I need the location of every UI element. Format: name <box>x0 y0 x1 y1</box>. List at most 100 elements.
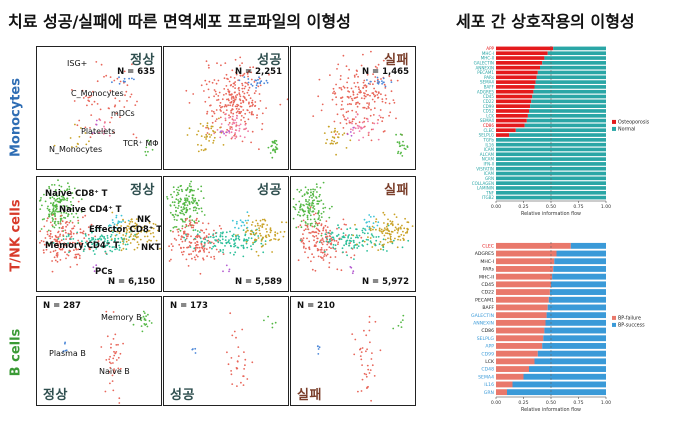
umap-point <box>242 244 245 247</box>
category-tick-label: VISFATIN <box>476 166 494 171</box>
umap-point <box>187 224 190 227</box>
umap-point <box>318 346 321 349</box>
umap-point <box>340 108 343 111</box>
umap-point <box>120 221 123 223</box>
umap-point <box>340 228 343 231</box>
umap-point <box>77 253 80 256</box>
umap-point <box>192 199 195 201</box>
umap-point <box>213 112 216 115</box>
umap-point <box>363 372 366 375</box>
umap-point <box>90 94 93 97</box>
umap-point <box>320 216 323 218</box>
umap-point <box>383 130 386 132</box>
umap-point <box>185 223 188 226</box>
umap-point <box>372 222 375 224</box>
umap-point <box>71 146 73 148</box>
umap-point <box>369 237 372 239</box>
umap-point <box>322 259 325 261</box>
umap-point <box>51 204 54 206</box>
umap-point <box>76 253 78 256</box>
umap-point <box>55 235 57 238</box>
umap-point <box>89 136 92 139</box>
umap-point <box>183 213 186 216</box>
umap-point <box>313 213 315 216</box>
umap-point <box>402 230 404 233</box>
umap-point <box>112 357 115 360</box>
umap-point <box>55 207 58 210</box>
umap-point <box>80 210 83 213</box>
umap-point <box>202 258 205 261</box>
umap-point <box>278 238 280 241</box>
umap-point <box>346 133 349 136</box>
umap-point <box>271 326 274 329</box>
umap-point <box>388 232 391 235</box>
umap-point <box>225 235 227 238</box>
umap-point <box>222 144 225 146</box>
umap-point <box>368 315 371 318</box>
umap-point <box>245 241 248 243</box>
umap-point <box>93 132 96 134</box>
umap-point <box>340 88 343 91</box>
umap-point <box>159 247 161 250</box>
umap-point <box>305 247 307 250</box>
umap-point <box>143 229 145 232</box>
umap-point <box>338 238 341 241</box>
umap-point <box>111 250 113 253</box>
umap-point <box>342 235 345 237</box>
umap-point <box>253 92 256 95</box>
umap-point <box>213 258 216 260</box>
umap-point <box>341 134 344 136</box>
bar-normal <box>531 99 606 104</box>
umap-point <box>332 243 335 246</box>
umap-point <box>234 137 237 140</box>
umap-point <box>225 134 227 137</box>
umap-point <box>255 79 258 82</box>
umap-point <box>72 241 74 244</box>
umap-point <box>94 238 97 241</box>
umap-point <box>334 92 337 94</box>
umap-point <box>226 128 228 131</box>
umap-point <box>397 228 400 231</box>
umap-point <box>242 247 245 250</box>
umap-point <box>236 105 239 108</box>
umap-point <box>309 232 312 234</box>
umap-point <box>222 253 225 255</box>
umap-point <box>406 230 409 233</box>
umap-point <box>377 235 380 238</box>
umap-point <box>177 186 180 189</box>
umap-point <box>346 117 349 119</box>
umap-point <box>87 96 90 99</box>
umap-point <box>379 109 382 111</box>
umap-point <box>235 73 238 76</box>
umap-point <box>368 372 371 374</box>
condition-tag-success: 성공 <box>170 388 195 403</box>
umap-point <box>345 147 348 149</box>
umap-point <box>353 245 355 247</box>
umap-point <box>184 218 187 220</box>
umap-point <box>227 90 230 93</box>
umap-point <box>220 64 222 67</box>
umap-point <box>116 222 119 225</box>
umap-point <box>234 119 236 121</box>
bar-osteoporosis <box>496 46 554 51</box>
umap-point <box>400 227 402 230</box>
umap-point <box>274 231 277 234</box>
umap-point <box>105 359 108 361</box>
umap-point <box>356 81 359 84</box>
umap-point <box>400 326 403 328</box>
umap-point <box>113 350 115 353</box>
umap-point <box>242 95 245 98</box>
umap-point <box>380 93 382 96</box>
umap-point <box>207 64 210 67</box>
umap-point <box>368 102 370 104</box>
umap-point <box>65 225 67 228</box>
umap-point <box>383 83 386 86</box>
umap-point <box>404 232 407 234</box>
bar-bp-success <box>542 343 606 349</box>
umap-point <box>313 235 316 238</box>
umap-point <box>356 93 359 96</box>
umap-point <box>188 253 191 256</box>
umap-point <box>194 258 197 261</box>
umap-point <box>357 236 359 239</box>
umap-point <box>258 76 260 79</box>
